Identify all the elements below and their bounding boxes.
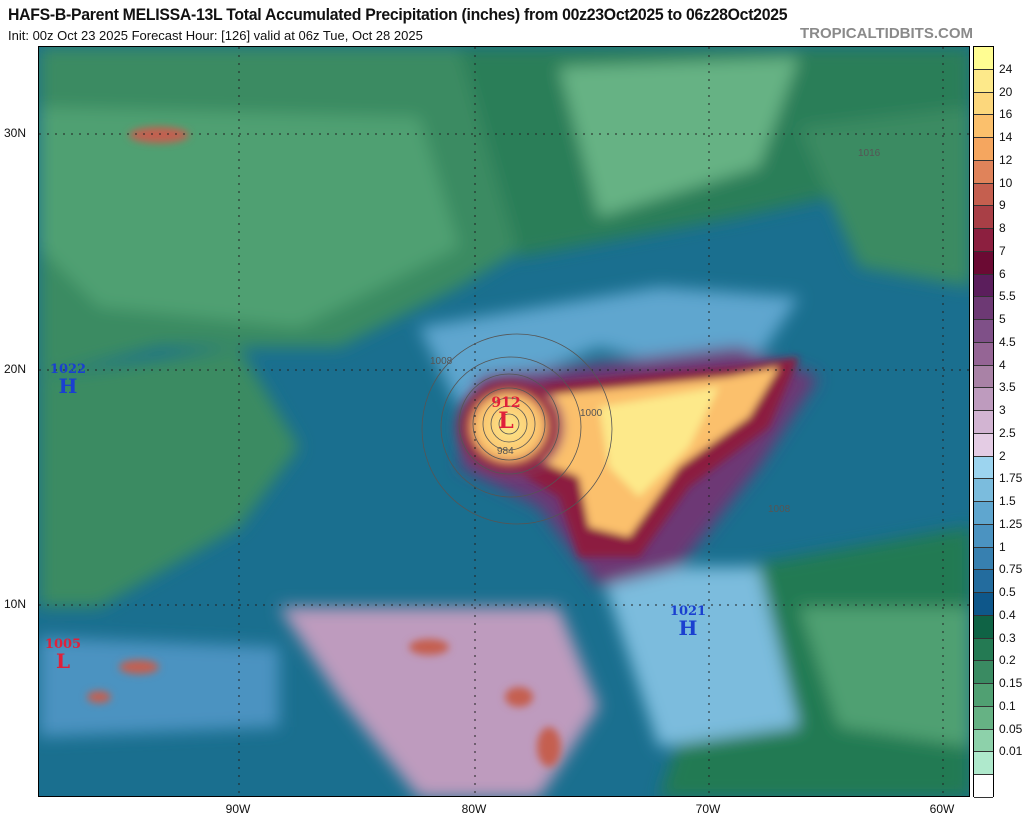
colorbar-segment [974,320,993,343]
high-pressure-1021: 1021 H [669,604,707,640]
colorbar-segment [974,251,993,275]
colorbar-label: 5 [999,312,1006,327]
pressure-value: 1021 [669,604,707,619]
colorbar-label: 0.75 [999,562,1023,577]
colorbar-label: 0.5 [999,585,1016,600]
colorbar-segment [974,160,993,184]
colorbar-label: 0.15 [999,676,1023,691]
colorbar-segment [974,47,993,70]
colorbar-segment [974,365,993,389]
lat-label-10n: 10N [4,597,27,611]
pressure-value: 1005 [44,637,82,652]
colorbar-label: 10 [999,175,1013,190]
colorbar-label: 6 [999,266,1006,281]
isobar-label: 1008 [768,504,791,515]
colorbar-label: 12 [999,152,1013,167]
colorbar-label: 7 [999,243,1006,258]
colorbar-label: 9 [999,198,1006,213]
colorbar-segment [974,775,993,798]
colorbar-label: 1 [999,539,1006,554]
colorbar-segment [974,570,993,594]
pressure-value: 1022 [49,362,87,377]
colorbar-label: 0.4 [999,607,1016,622]
colorbar [973,46,994,798]
watermark: TROPICALTIDBITS.COM [799,25,973,42]
colorbar-segment [974,456,993,480]
low-pressure-912: 912 L [491,395,521,434]
colorbar-label: 3.5 [999,380,1016,395]
colorbar-label: 1.25 [999,516,1023,531]
high-pressure-1022: 1022 H [49,362,87,398]
map-subtitle: Init: 00z Oct 23 2025 Forecast Hour: [12… [8,28,423,43]
colorbar-segment [974,69,993,93]
colorbar-label: 1.75 [999,471,1023,486]
colorbar-segment [974,183,993,207]
isobars [421,333,613,525]
lon-label-80w: 80W [461,802,487,816]
colorbar-segment [974,524,993,548]
colorbar-label: 24 [999,61,1013,76]
colorbar-segment [974,706,993,730]
colorbar-segment [974,115,993,139]
colorbar-label: 2.5 [999,425,1016,440]
colorbar-label: 1.5 [999,494,1016,509]
colorbar-label: 0.01 [999,744,1023,759]
colorbar-label: 0.1 [999,698,1016,713]
map-title: HAFS-B-Parent MELISSA-13L Total Accumula… [8,5,788,24]
colorbar-segment [974,729,993,753]
pressure-type: L [498,408,514,434]
colorbar-label: 20 [999,84,1013,99]
colorbar-segment [974,388,993,412]
colorbar-segment [974,684,993,707]
colorbar-segment [974,502,993,525]
storm-core [87,127,799,767]
colorbar-label: 0.2 [999,653,1016,668]
colorbar-segment [974,342,993,366]
pressure-type: L [55,649,71,673]
colorbar-label: 4 [999,357,1006,372]
colorbar-segment [974,547,993,571]
isobar-label: 1008 [430,356,453,367]
colorbar-label: 14 [999,130,1013,145]
colorbar-segment [974,661,993,685]
low-pressure-1005: 1005 L [44,637,82,673]
colorbar-label: 2 [999,448,1006,463]
lon-label-90w: 90W [225,802,251,816]
colorbar-segment [974,92,993,116]
lon-label-70w: 70W [695,802,721,816]
lat-label-30n: 30N [4,126,27,140]
pressure-type: H [58,374,78,398]
colorbar-label: 0.3 [999,630,1016,645]
pressure-type: H [678,616,698,640]
lon-label-60w: 60W [929,802,955,816]
colorbar-segment [974,138,993,161]
precipitation-map [38,46,970,797]
pressure-value: 912 [491,395,521,411]
colorbar-segment [974,206,993,230]
colorbar-segment [974,479,993,503]
isobar-label: 1000 [580,408,603,419]
graticule [39,47,969,796]
colorbar-segment [974,411,993,434]
isobar-label: 984 [497,446,514,457]
colorbar-label: 5.5 [999,289,1016,304]
colorbar-label: 16 [999,107,1013,122]
lat-label-20n: 20N [4,362,27,376]
isobar-label: 1016 [858,148,881,159]
colorbar-segment [974,593,993,616]
colorbar-label: 8 [999,221,1006,236]
colorbar-segment [974,615,993,639]
colorbar-segment [974,752,993,776]
colorbar-segment [974,229,993,252]
colorbar-label: 3 [999,403,1006,418]
colorbar-segment [974,274,993,298]
colorbar-segment [974,297,993,321]
colorbar-segment [974,638,993,662]
colorbar-label: 0.05 [999,721,1023,736]
colorbar-segment [974,433,993,457]
colorbar-label: 4.5 [999,334,1016,349]
